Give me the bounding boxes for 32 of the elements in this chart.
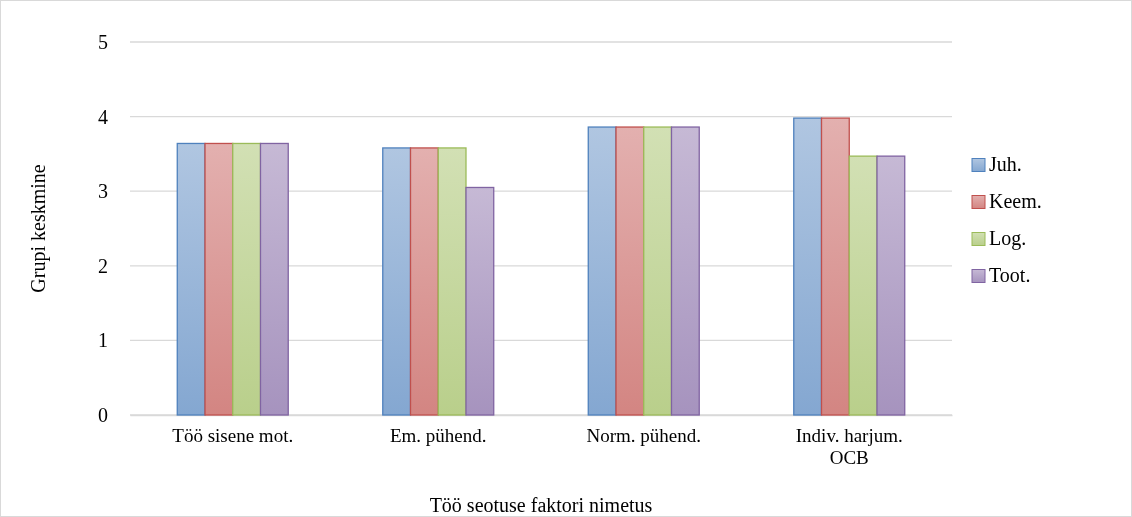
legend-label: Toot. xyxy=(989,263,1031,286)
legend-label: Keem. xyxy=(989,189,1042,212)
legend-label: Log. xyxy=(989,226,1027,250)
bar xyxy=(643,126,673,416)
x-tick-label: Em. pühend. xyxy=(389,425,487,447)
x-tick-label: Indiv. harjum. OCB xyxy=(795,425,903,469)
bar xyxy=(848,155,878,416)
x-tick-label: Töö sisene mot. xyxy=(172,425,294,447)
y-axis-title: Grupi keskmine xyxy=(27,164,50,293)
bar xyxy=(876,155,906,416)
y-tick-label: 2 xyxy=(98,254,108,277)
bar xyxy=(232,142,262,416)
bar xyxy=(465,186,495,416)
bar xyxy=(615,126,645,416)
bar xyxy=(259,142,289,416)
x-axis-title: Töö seotuse faktori nimetus xyxy=(429,494,653,516)
legend-label: Juh. xyxy=(989,152,1022,175)
x-tick-label: Norm. pühend. xyxy=(586,425,702,447)
bar xyxy=(820,117,850,416)
y-tick-label: 0 xyxy=(98,403,108,426)
bar xyxy=(670,126,700,416)
bar xyxy=(587,126,617,416)
bar xyxy=(793,117,823,416)
bar xyxy=(176,142,206,416)
bar xyxy=(437,147,467,416)
y-tick-label: 5 xyxy=(98,30,108,53)
y-tick-label: 1 xyxy=(98,329,108,352)
y-tick-label: 4 xyxy=(98,105,108,128)
bar xyxy=(409,147,439,416)
bar xyxy=(204,142,234,416)
y-tick-label: 3 xyxy=(98,180,108,203)
bar xyxy=(382,147,412,416)
